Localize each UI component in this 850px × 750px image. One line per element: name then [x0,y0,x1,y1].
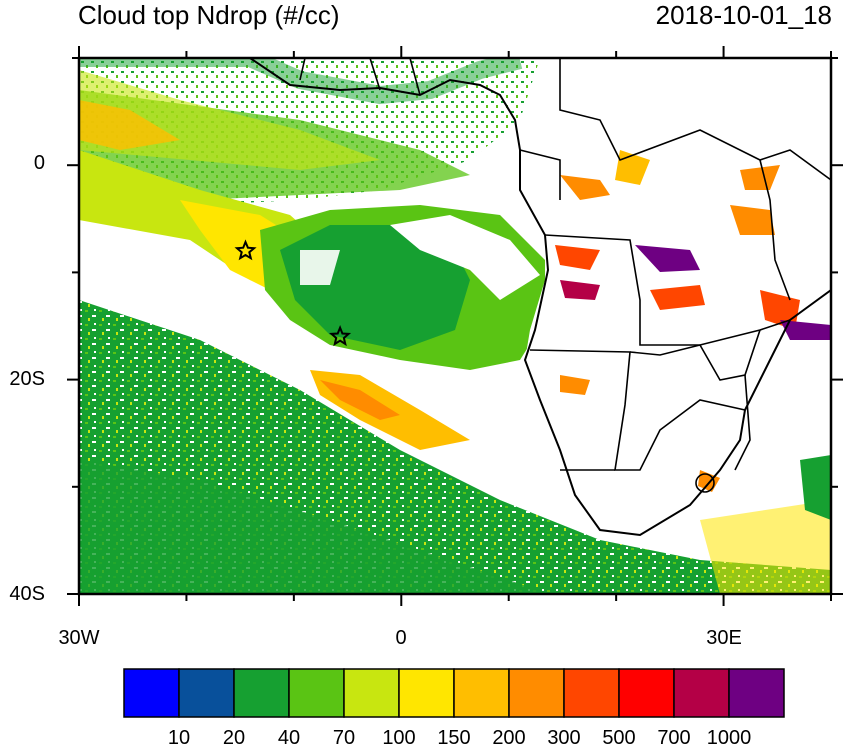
land-convection-3 [555,245,600,270]
colorbar [123,668,785,718]
axis-ticks [67,46,843,606]
colorbar-swatch [343,668,400,718]
land-convection-9 [780,320,831,340]
border-gabon [519,149,561,200]
colorbar-swatch [288,668,345,718]
colorbar-swatch [453,668,510,718]
border-west-africa [299,58,421,96]
lat-label-0: 0 [33,152,45,174]
colorbar-swatch [233,668,290,718]
colorbar-label: 10 [167,727,191,749]
lon-label-30e: 30E [706,627,742,649]
colorbar-swatch [563,668,620,718]
plot-title: Cloud top Ndrop (#/cc) [78,0,340,30]
colorbar-swatch [123,668,180,718]
border-caprivi [629,344,701,356]
lon-label-0: 0 [395,627,407,649]
plot-datetime: 2018-10-01_18 [655,0,832,30]
cloud-region-southeast [700,500,831,594]
map-field [79,58,831,594]
star-marker-north [234,239,257,261]
border-zimbabwe [699,329,761,381]
colorbar-label: 20 [222,727,246,749]
colorbar-swatch [728,668,785,718]
clear-sky-patch [390,215,540,300]
land-convection-12 [698,470,720,492]
border-namibia-botswana [529,349,746,471]
colorbar-swatch [398,668,455,718]
colorbar-swatch [178,668,235,718]
land-convection-6 [650,285,705,310]
lesotho-outline [695,473,715,493]
colorbar-label: 500 [602,727,636,749]
aerosol-band-orange [79,100,180,150]
colorbar-label: 40 [277,727,301,749]
colorbar-label: 300 [547,727,581,749]
colorbar-label: 70 [332,727,356,749]
land-convection-7 [730,205,775,235]
frontal-band-dark-orange [320,380,400,420]
map-frame [77,56,833,596]
colorbar-label: 100 [382,727,416,749]
colorbar-label: 1000 [706,727,752,749]
colorbar-label: 700 [657,727,691,749]
border-north [559,58,831,181]
coastline [249,58,831,537]
lon-label-30w: 30W [58,627,100,649]
west-africa-clouds [79,58,523,105]
cloud-region-north-yellowgreen [79,70,380,170]
colorbar-swatch [673,668,730,718]
star-marker-south [329,325,352,347]
land-convection-10 [740,165,780,190]
border-east [759,159,791,301]
lat-label-40s: 40S [9,583,45,605]
colorbar-label: 200 [492,727,526,749]
site-markers [234,239,352,347]
colorbar-swatch [508,668,565,718]
land-convection-1 [560,175,610,200]
colorbar-label: 150 [437,727,471,749]
cloud-region-south-dense [79,460,550,594]
colorbar-swatch [618,668,675,718]
land-convection-4 [560,280,600,300]
border-mozambique [734,374,751,471]
clear-sky-patch-small [300,250,340,285]
land-convection-5 [635,245,700,272]
land-convection-11 [560,375,590,395]
land-convection-13 [800,455,831,520]
lat-label-20s: 20S [9,368,45,390]
